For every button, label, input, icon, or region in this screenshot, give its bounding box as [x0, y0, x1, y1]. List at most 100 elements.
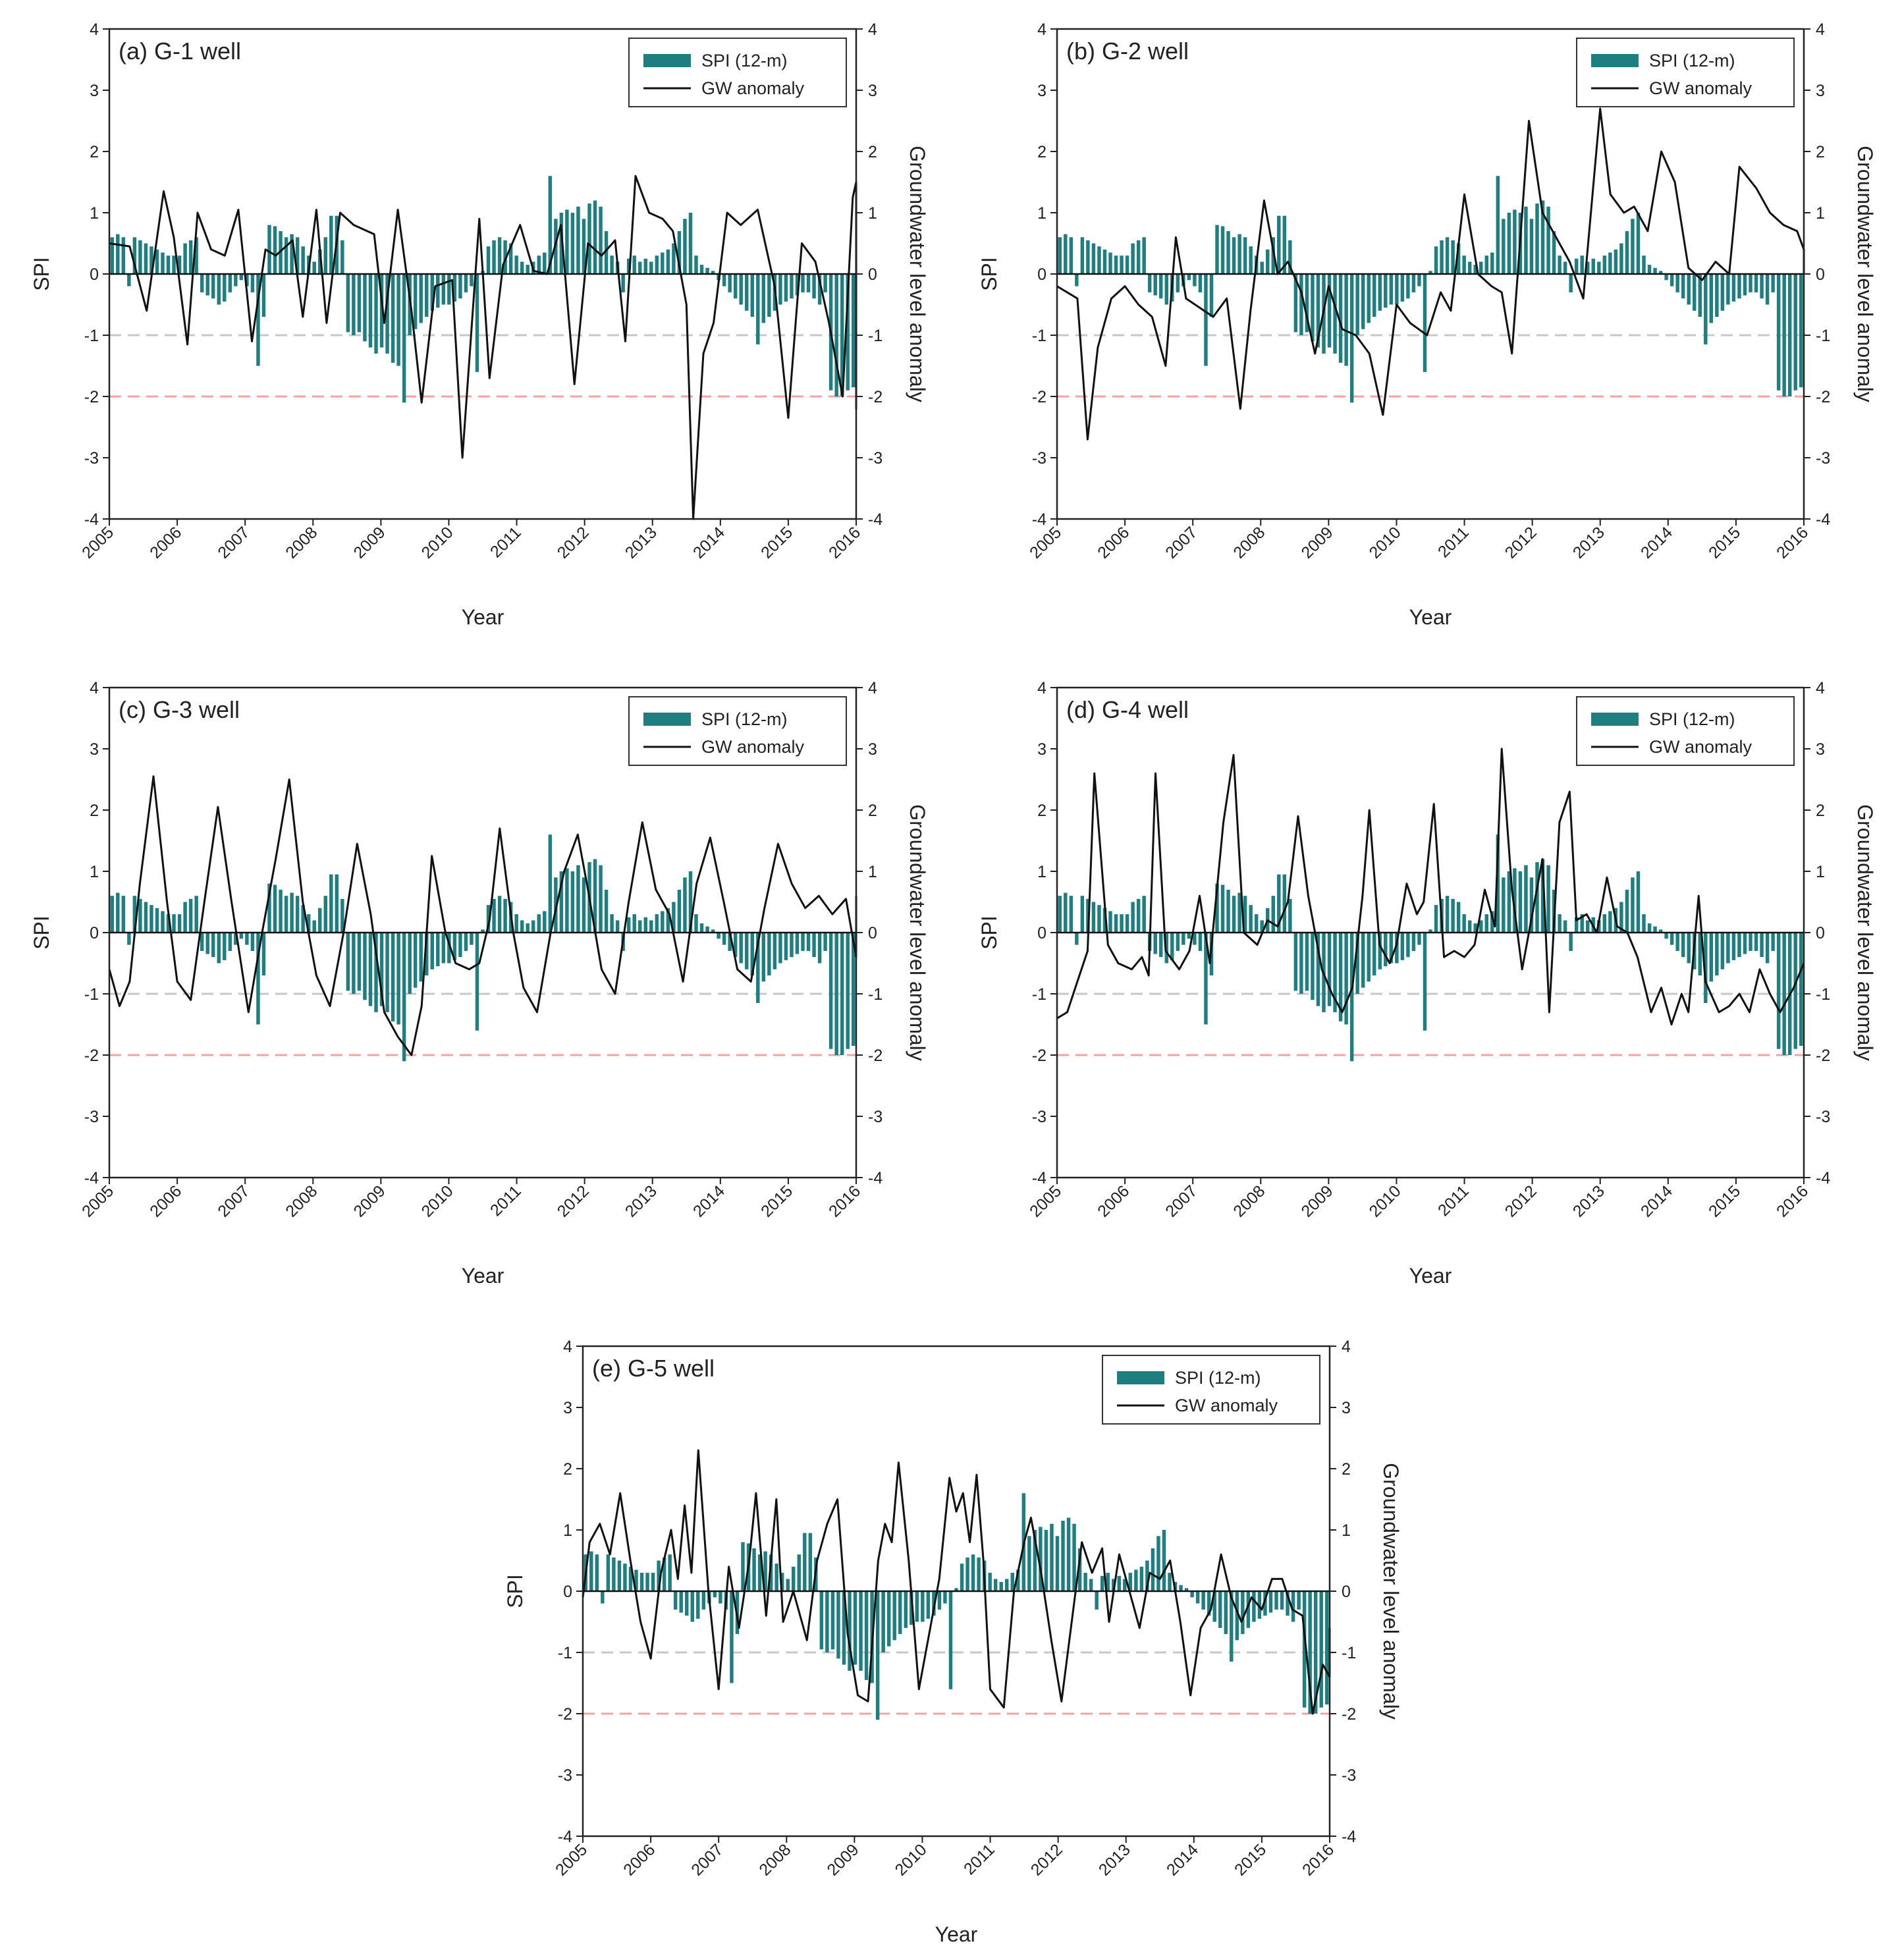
spi-bar — [842, 1591, 846, 1665]
y-tick-label-right: -2 — [868, 388, 883, 406]
spi-bar — [1224, 1591, 1228, 1635]
x-tick-label: 2010 — [418, 523, 457, 562]
spi-bar — [1496, 176, 1500, 274]
spi-bar — [1083, 1573, 1087, 1591]
spi-bar — [1187, 933, 1191, 939]
y-tick-label-left: 4 — [563, 1338, 572, 1356]
spi-bar — [1069, 896, 1073, 933]
spi-bar — [1249, 246, 1253, 274]
x-tick-label: 2009 — [350, 1182, 389, 1220]
x-tick-label: 2014 — [1163, 1840, 1202, 1879]
y-tick-label-left: -1 — [84, 985, 99, 1004]
y-tick-label-right: -1 — [1816, 985, 1830, 1004]
spi-bar — [1428, 929, 1432, 933]
spi-bar — [379, 274, 384, 348]
spi-bar — [127, 274, 131, 286]
spi-bar — [823, 933, 827, 951]
spi-bar — [1731, 933, 1736, 960]
y-tick-label-right: 4 — [1816, 20, 1825, 39]
spi-bar — [1467, 261, 1472, 274]
spi-bar — [1361, 933, 1365, 988]
y-tick-label-left: 1 — [1037, 863, 1046, 881]
spi-bar — [886, 1591, 891, 1647]
spi-bar — [606, 1554, 611, 1591]
spi-bar — [767, 274, 771, 317]
spi-bar — [1190, 1591, 1194, 1598]
spi-bar — [1698, 274, 1702, 317]
spi-bar — [1400, 274, 1405, 302]
spi-bar — [1232, 896, 1236, 933]
spi-bar — [1372, 274, 1376, 317]
spi-bar — [610, 914, 614, 933]
spi-bar — [1291, 1591, 1295, 1622]
spi-bar — [699, 923, 704, 933]
spi-bar — [1456, 243, 1461, 274]
spi-bar — [1760, 274, 1764, 299]
spi-bar — [1209, 274, 1214, 317]
spi-bar — [1164, 933, 1168, 964]
legend-spi-swatch — [643, 713, 691, 726]
spi-bar — [694, 256, 698, 274]
spi-bar — [436, 274, 440, 308]
spi-bar — [470, 274, 474, 286]
spi-bar — [834, 274, 838, 396]
spi-bar — [1212, 1591, 1216, 1622]
y-tick-label-right: -4 — [868, 1169, 883, 1187]
legend-spi-label: SPI (12-m) — [1175, 1368, 1261, 1388]
spi-bar — [1462, 256, 1466, 274]
spi-bar — [599, 865, 603, 933]
y-tick-label-left: -3 — [84, 1108, 99, 1126]
spi-bar — [790, 274, 794, 299]
y-tick-label-right: -3 — [868, 1108, 883, 1126]
spi-bar — [1159, 933, 1163, 958]
x-tick-label: 2013 — [622, 523, 661, 562]
x-tick-label: 2012 — [554, 523, 593, 562]
spi-bar — [1243, 896, 1247, 933]
spi-bar — [657, 1560, 661, 1591]
spi-bar — [548, 834, 553, 933]
y-tick-label-right: -2 — [1342, 1705, 1356, 1724]
spi-bar — [363, 274, 367, 342]
spi-bar — [1145, 1560, 1149, 1591]
spi-bar — [1760, 933, 1764, 958]
spi-bar — [520, 920, 524, 933]
spi-bar — [1164, 274, 1168, 305]
legend-spi-swatch — [1591, 54, 1639, 67]
spi-bar — [632, 914, 636, 933]
spi-bar — [475, 933, 479, 1031]
spi-bar — [812, 274, 816, 299]
spi-bar — [570, 213, 575, 274]
spi-bar — [245, 274, 249, 286]
spi-bar — [1102, 249, 1107, 274]
spi-bar — [1726, 933, 1730, 964]
spi-bar — [1302, 1591, 1307, 1708]
spi-bar — [1277, 215, 1281, 274]
spi-bar — [1384, 274, 1388, 308]
spi-bar — [430, 933, 434, 969]
spi-bar — [763, 1551, 767, 1591]
spi-bar — [1142, 237, 1146, 274]
spi-bar — [223, 274, 227, 302]
x-tick-label: 2015 — [757, 523, 796, 562]
spi-bar — [1502, 219, 1506, 274]
spi-bar — [790, 933, 794, 958]
y-tick-label-right: -3 — [868, 449, 883, 468]
spi-bar — [531, 920, 535, 933]
y-axis-label-left: SPI — [977, 915, 1001, 950]
panel-e: -4 -4 -3 -3 -2 -2 -1 -1 0 0 1 1 2 2 3 3 4 4 2005 2006 2007 20… — [503, 1338, 1403, 1946]
spi-bar — [452, 933, 457, 960]
spi-bar — [840, 274, 844, 396]
spi-bar — [1349, 933, 1354, 1062]
spi-bar — [1153, 933, 1157, 954]
spi-bar — [312, 261, 316, 274]
spi-bar — [1089, 1579, 1093, 1591]
spi-bar — [1602, 914, 1607, 933]
spi-bars — [584, 1493, 1329, 1720]
spi-bar — [661, 252, 665, 274]
spi-bar — [1529, 219, 1534, 274]
spi-bar — [1395, 274, 1399, 305]
spi-bar — [436, 933, 440, 967]
spi-bar — [1631, 877, 1635, 933]
spi-bar — [1344, 274, 1348, 366]
spi-bar — [690, 1591, 694, 1622]
